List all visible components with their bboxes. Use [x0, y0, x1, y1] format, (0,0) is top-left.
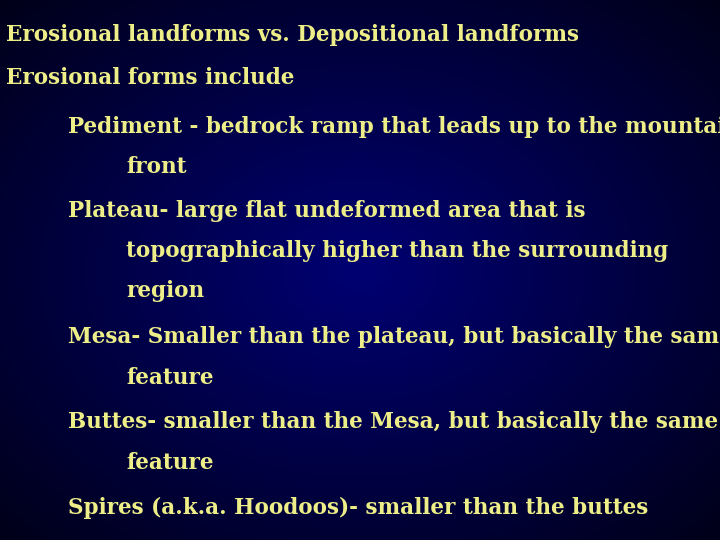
- Text: Pediment - bedrock ramp that leads up to the mountain: Pediment - bedrock ramp that leads up to…: [68, 116, 720, 138]
- Text: region: region: [126, 280, 204, 301]
- Text: feature: feature: [126, 452, 214, 474]
- Text: topographically higher than the surrounding: topographically higher than the surround…: [126, 240, 668, 262]
- Text: feature: feature: [126, 367, 214, 389]
- Text: Erosional landforms vs. Depositional landforms: Erosional landforms vs. Depositional lan…: [6, 24, 579, 46]
- Text: Spires (a.k.a. Hoodoos)- smaller than the buttes: Spires (a.k.a. Hoodoos)- smaller than th…: [68, 497, 649, 518]
- Text: front: front: [126, 157, 186, 178]
- Text: Erosional forms include: Erosional forms include: [6, 68, 294, 89]
- Text: Buttes- smaller than the Mesa, but basically the same: Buttes- smaller than the Mesa, but basic…: [68, 411, 719, 433]
- Text: Plateau- large flat undeformed area that is: Plateau- large flat undeformed area that…: [68, 200, 586, 221]
- Text: Mesa- Smaller than the plateau, but basically the same: Mesa- Smaller than the plateau, but basi…: [68, 327, 720, 348]
